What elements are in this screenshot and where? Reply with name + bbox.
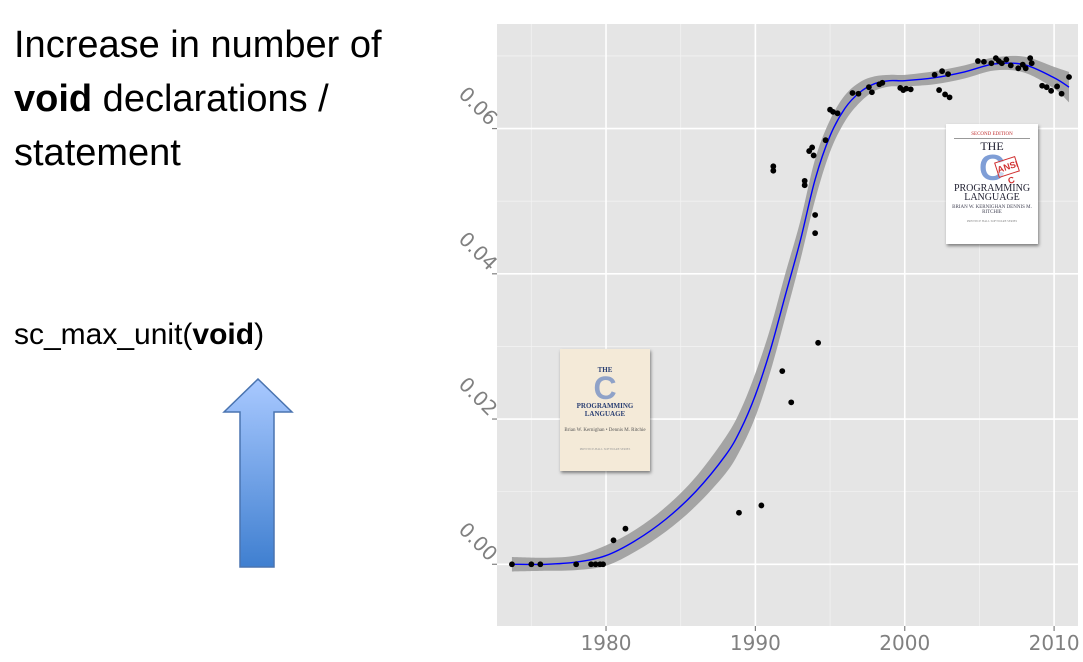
data-point (528, 561, 535, 568)
book2-rule (954, 138, 1030, 139)
data-point (834, 110, 841, 117)
data-point (815, 339, 822, 346)
data-point (779, 368, 786, 375)
data-point (758, 502, 765, 509)
data-point (610, 537, 617, 544)
data-point (812, 230, 819, 237)
data-point (879, 79, 886, 86)
data-point (1058, 90, 1065, 97)
data-point (588, 561, 594, 568)
data-point (809, 144, 816, 151)
y-tick-label: 0.06 (454, 82, 502, 130)
data-point (622, 525, 629, 532)
code-example: sc_max_unit(void) (14, 318, 264, 352)
y-tick-label: 0.02 (454, 372, 502, 420)
y-tick-label: 0.00 (454, 517, 502, 565)
x-tick-label: 2010 (1029, 631, 1080, 655)
y-tick-label: 0.04 (454, 227, 502, 275)
book2-authors: BRIAN W. KERNIGHAN DENNIS M. RITCHIE (952, 205, 1032, 215)
grid-minor (497, 24, 1078, 626)
data-point (1022, 65, 1029, 72)
data-point (865, 84, 872, 91)
data-point (810, 152, 817, 159)
data-point (1054, 83, 1060, 90)
code-function-name: sc_max_unit( (14, 318, 193, 351)
book2-edition: SECOND EDITION (971, 132, 1013, 137)
book-cover-second-edition: SECOND EDITION THE C ANSI C PROGRAMMING … (946, 124, 1038, 244)
data-points (509, 55, 1072, 568)
data-point (830, 108, 836, 115)
data-point (1007, 62, 1014, 69)
data-point (600, 561, 606, 568)
x-tick-label: 1980 (581, 631, 632, 655)
data-point (939, 68, 945, 75)
data-point (1048, 87, 1055, 94)
data-point (801, 182, 808, 189)
code-keyword-void: void (192, 318, 255, 351)
x-axis: 1980 1990 2000 2010 (581, 626, 1080, 655)
data-point (849, 90, 856, 96)
data-point (868, 89, 875, 96)
data-point (801, 177, 808, 184)
book2-title-row: C ANSI C (946, 150, 1038, 186)
data-point (1027, 55, 1034, 62)
data-point (1043, 84, 1050, 91)
data-point (998, 60, 1005, 67)
data-point (573, 561, 580, 568)
title-line-3: statement (14, 132, 181, 174)
title-line-2-rest: declarations / (92, 78, 329, 120)
data-point (946, 94, 953, 101)
data-point (1039, 82, 1046, 89)
slide-title: Increase in number of void declarations … (14, 18, 382, 180)
book-cover-first-edition: THE C PROGRAMMING LANGUAGE Brian W. Kern… (560, 349, 650, 471)
data-point (903, 85, 910, 92)
data-point (788, 399, 795, 406)
title-keyword-void: void (14, 78, 93, 120)
data-point (942, 91, 948, 98)
data-point (855, 90, 862, 97)
data-point (770, 163, 777, 170)
y-axis: 0.00 0.02 0.04 0.06 (454, 82, 502, 566)
data-point (736, 509, 742, 516)
book2-title-top: THE (980, 139, 1004, 153)
data-point (812, 212, 819, 218)
data-point (936, 87, 942, 93)
book2-title-bottom: PROGRAMMING LANGUAGE (953, 183, 1031, 203)
book2-footer: PRENTICE HALL SOFTWARE SERIES (966, 219, 1018, 223)
data-point (1028, 60, 1035, 67)
up-arrow-icon (222, 378, 294, 568)
code-close-paren: ) (254, 318, 265, 351)
data-point (1003, 56, 1010, 63)
data-point (592, 561, 599, 568)
data-point (931, 71, 938, 78)
x-tick-label: 2000 (879, 631, 930, 655)
book1-footer: PRENTICE-HALL SOFTWARE SERIES (579, 447, 631, 451)
book1-authors: Brian W. Kernighan • Dennis M. Ritchie (564, 428, 646, 433)
data-point (822, 137, 829, 144)
data-point (1015, 65, 1022, 72)
data-point (537, 561, 544, 568)
data-point (945, 71, 951, 78)
data-point (509, 561, 515, 568)
book1-title-top: THE (597, 366, 613, 374)
smooth-line (511, 62, 1070, 566)
title-line-1: Increase in number of (14, 24, 382, 66)
x-tick-label: 1990 (730, 631, 781, 655)
data-point (988, 60, 995, 67)
book1-title-c: C (593, 370, 617, 406)
data-point (770, 167, 777, 174)
data-point (975, 58, 981, 64)
data-point (1066, 74, 1072, 80)
data-point (981, 58, 987, 65)
plot-panel (497, 24, 1078, 626)
data-point (907, 86, 914, 93)
book1-title-bottom: PROGRAMMING LANGUAGE (576, 402, 634, 418)
